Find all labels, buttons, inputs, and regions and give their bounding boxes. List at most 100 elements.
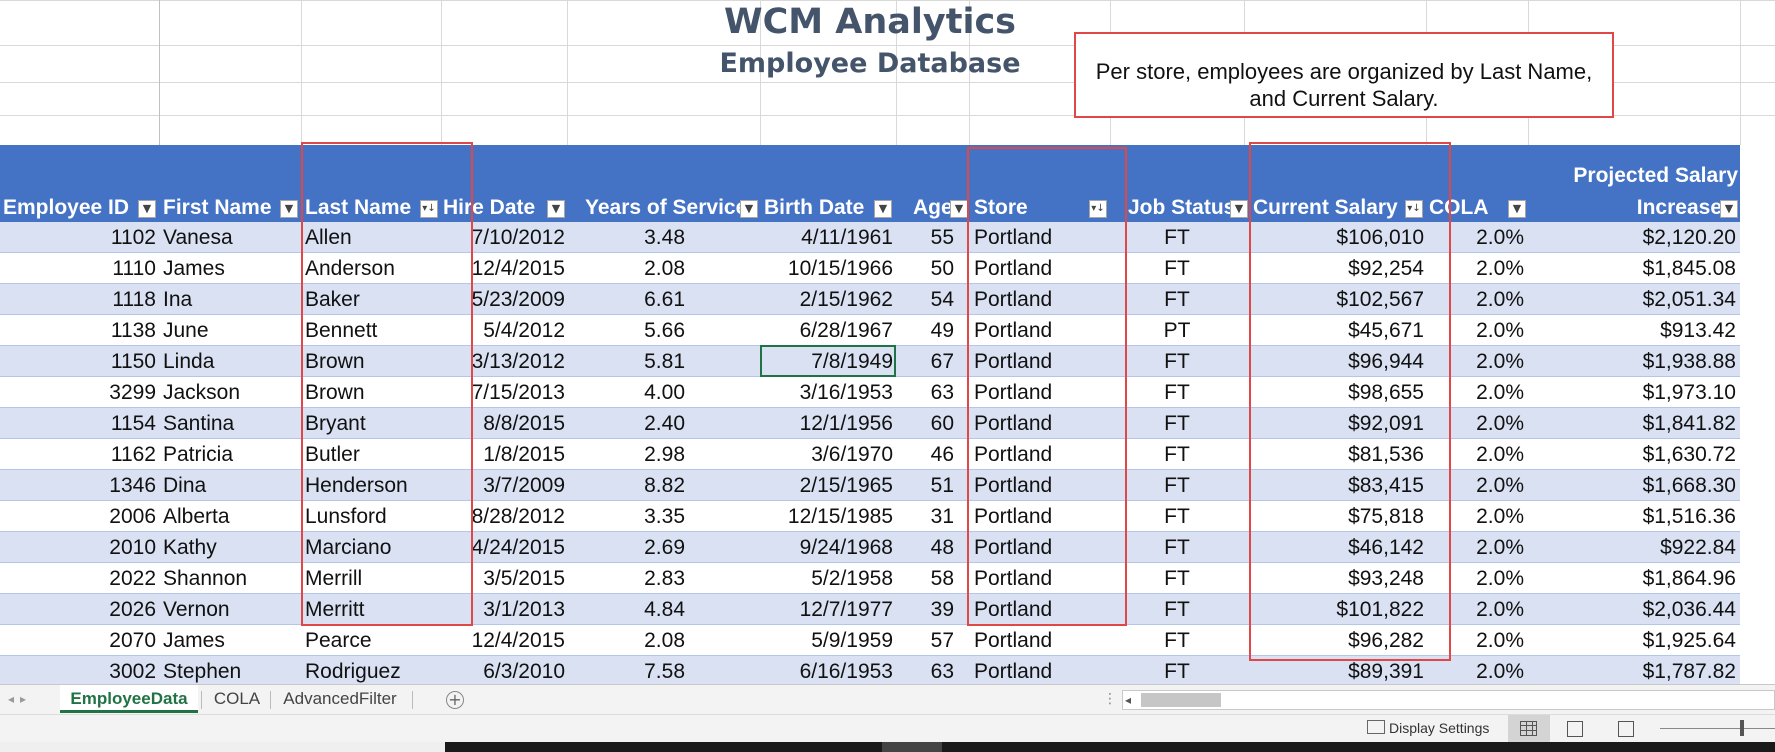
table-cell-cola[interactable]: 2.0%	[1476, 567, 1524, 590]
filter-dropdown-icon[interactable]: ▼	[874, 200, 892, 218]
table-cell-hire[interactable]: 7/10/2012	[471, 226, 565, 249]
table-cell-first[interactable]: James	[163, 629, 225, 652]
table-cell-store[interactable]: Portland	[974, 505, 1053, 528]
table-cell-last[interactable]: Baker	[305, 288, 360, 311]
table-cell-salary[interactable]: $96,282	[1348, 629, 1424, 652]
table-cell-hire[interactable]: 12/4/2015	[471, 257, 565, 280]
table-cell-birth[interactable]: 12/15/1985	[787, 505, 893, 528]
table-cell-age[interactable]: 58	[930, 567, 954, 590]
table-cell-hire[interactable]: 7/15/2013	[471, 381, 565, 404]
table-cell-salary[interactable]: $89,391	[1348, 660, 1424, 683]
table-cell-years[interactable]: 5.81	[644, 350, 685, 373]
table-cell-proj[interactable]: $913.42	[1660, 319, 1736, 342]
table-cell-store[interactable]: Portland	[974, 536, 1053, 559]
table-cell-last[interactable]: Rodriguez	[305, 660, 401, 683]
filter-dropdown-icon[interactable]: ▼	[950, 200, 968, 218]
table-cell-years[interactable]: 3.35	[644, 505, 685, 528]
table-cell-cola[interactable]: 2.0%	[1476, 350, 1524, 373]
filter-dropdown-icon[interactable]: ▼	[1508, 200, 1526, 218]
table-cell-store[interactable]: Portland	[974, 474, 1053, 497]
table-cell-proj[interactable]: $1,845.08	[1642, 257, 1736, 280]
plus-circle-icon[interactable]: +	[446, 691, 464, 709]
header-age[interactable]: Age	[913, 196, 953, 219]
table-cell-last[interactable]: Pearce	[305, 629, 372, 652]
sort-filter-icon[interactable]: ▾↓	[420, 200, 438, 218]
table-cell-salary[interactable]: $92,091	[1348, 412, 1424, 435]
table-cell-store[interactable]: Portland	[974, 412, 1053, 435]
table-cell-first[interactable]: James	[163, 257, 225, 280]
table-cell-age[interactable]: 60	[930, 412, 954, 435]
table-cell-birth[interactable]: 3/6/1970	[811, 443, 893, 466]
table-cell-id[interactable]: 2010	[109, 536, 156, 559]
table-cell-last[interactable]: Lunsford	[305, 505, 387, 528]
table-cell-age[interactable]: 55	[930, 226, 954, 249]
table-cell-years[interactable]: 2.83	[644, 567, 685, 590]
table-cell-cola[interactable]: 2.0%	[1476, 474, 1524, 497]
table-cell-age[interactable]: 57	[930, 629, 954, 652]
table-cell-cola[interactable]: 2.0%	[1476, 288, 1524, 311]
zoom-slider-thumb[interactable]	[1740, 720, 1744, 736]
header-projected-line1[interactable]: Projected Salary	[1573, 164, 1738, 187]
table-cell-status[interactable]: PT	[1163, 319, 1191, 342]
table-cell-last[interactable]: Brown	[305, 350, 365, 373]
table-cell-cola[interactable]: 2.0%	[1476, 257, 1524, 280]
table-cell-first[interactable]: Vanesa	[163, 226, 233, 249]
header-last-name[interactable]: Last Name	[305, 196, 412, 219]
taskbar-active-app[interactable]	[882, 742, 942, 752]
table-cell-birth[interactable]: 9/24/1968	[799, 536, 893, 559]
table-cell-status[interactable]: FT	[1164, 288, 1190, 311]
split-handle-icon[interactable]: ⋮	[1103, 691, 1117, 707]
table-cell-first[interactable]: Ina	[163, 288, 193, 311]
table-cell-birth[interactable]: 5/9/1959	[811, 629, 893, 652]
table-cell-first[interactable]: Kathy	[163, 536, 217, 559]
table-cell-birth[interactable]: 6/16/1953	[799, 660, 893, 683]
table-cell-first[interactable]: Vernon	[163, 598, 230, 621]
table-cell-first[interactable]: Jackson	[163, 381, 241, 404]
table-cell-salary[interactable]: $106,010	[1336, 226, 1424, 249]
table-cell-salary[interactable]: $101,822	[1336, 598, 1424, 621]
header-store[interactable]: Store	[974, 196, 1028, 219]
header-hire-date[interactable]: Hire Date	[443, 196, 536, 219]
table-cell-hire[interactable]: 5/4/2012	[483, 319, 565, 342]
table-cell-salary[interactable]: $98,655	[1348, 381, 1424, 404]
table-cell-id[interactable]: 1102	[110, 226, 156, 249]
table-cell-store[interactable]: Portland	[974, 288, 1053, 311]
tab-employeedata[interactable]: EmployeeData	[60, 685, 198, 713]
table-cell-hire[interactable]: 8/28/2012	[471, 505, 565, 528]
table-cell-salary[interactable]: $81,536	[1348, 443, 1424, 466]
table-cell-age[interactable]: 51	[930, 474, 954, 497]
table-cell-hire[interactable]: 3/7/2009	[483, 474, 565, 497]
horizontal-scrollbar[interactable]: ◂	[1122, 690, 1775, 710]
table-cell-proj[interactable]: $1,973.10	[1642, 381, 1736, 404]
table-cell-status[interactable]: FT	[1164, 226, 1190, 249]
header-current-salary[interactable]: Current Salary	[1253, 196, 1398, 219]
table-cell-age[interactable]: 63	[930, 660, 954, 683]
table-cell-proj[interactable]: $1,516.36	[1642, 505, 1736, 528]
table-cell-proj[interactable]: $1,630.72	[1642, 443, 1736, 466]
table-cell-proj[interactable]: $1,938.88	[1642, 350, 1736, 373]
table-cell-birth[interactable]: 12/7/1977	[799, 598, 893, 621]
table-cell-proj[interactable]: $1,787.82	[1642, 660, 1736, 683]
table-cell-last[interactable]: Allen	[305, 226, 352, 249]
table-cell-birth[interactable]: 2/15/1965	[799, 474, 893, 497]
table-cell-store[interactable]: Portland	[974, 660, 1053, 683]
table-cell-birth[interactable]: 5/2/1958	[811, 567, 893, 590]
header-cola[interactable]: COLA	[1429, 196, 1489, 219]
table-cell-cola[interactable]: 2.0%	[1476, 505, 1524, 528]
table-cell-years[interactable]: 2.40	[644, 412, 685, 435]
table-cell-hire[interactable]: 3/13/2012	[471, 350, 565, 373]
filter-dropdown-icon[interactable]: ▼	[280, 200, 298, 218]
table-cell-id[interactable]: 2022	[109, 567, 156, 590]
table-cell-status[interactable]: FT	[1164, 257, 1190, 280]
table-cell-age[interactable]: 50	[930, 257, 954, 280]
table-cell-cola[interactable]: 2.0%	[1476, 660, 1524, 683]
worksheet-grid[interactable]: WCM Analytics Employee Database Per stor…	[0, 0, 1775, 684]
table-cell-age[interactable]: 48	[930, 536, 954, 559]
table-cell-id[interactable]: 1138	[110, 319, 156, 342]
table-cell-status[interactable]: FT	[1164, 412, 1190, 435]
table-cell-id[interactable]: 2026	[109, 598, 156, 621]
table-cell-hire[interactable]: 4/24/2015	[471, 536, 565, 559]
table-cell-cola[interactable]: 2.0%	[1476, 598, 1524, 621]
table-cell-salary[interactable]: $93,248	[1348, 567, 1424, 590]
scrollbar-thumb[interactable]	[1141, 693, 1221, 707]
